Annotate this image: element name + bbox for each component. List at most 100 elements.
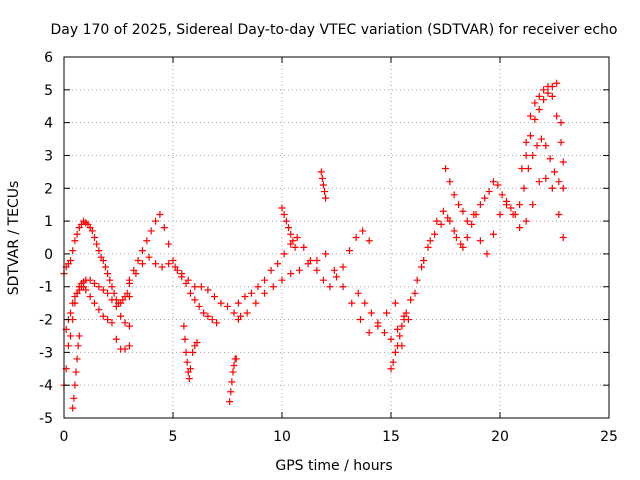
series-track-h bbox=[226, 355, 240, 406]
data-point bbox=[535, 92, 543, 100]
y-tick-label: -1 bbox=[39, 280, 53, 296]
x-tick-label: 0 bbox=[60, 429, 69, 445]
y-tick-label: 1 bbox=[44, 214, 53, 230]
series-track-r bbox=[522, 89, 565, 159]
data-point bbox=[531, 99, 539, 107]
data-point bbox=[91, 279, 99, 287]
data-point bbox=[186, 365, 194, 373]
data-point bbox=[433, 217, 441, 225]
data-point bbox=[398, 322, 406, 330]
data-point bbox=[516, 201, 524, 209]
data-point bbox=[544, 89, 552, 97]
plot-frame bbox=[63, 56, 610, 419]
data-point bbox=[346, 247, 354, 255]
data-point bbox=[267, 266, 275, 274]
data-point bbox=[489, 178, 497, 186]
data-point bbox=[322, 194, 330, 202]
data-point bbox=[99, 256, 107, 264]
series-track-i bbox=[234, 227, 373, 307]
data-point bbox=[200, 309, 208, 317]
data-point bbox=[226, 398, 234, 406]
data-point bbox=[287, 270, 295, 278]
data-point bbox=[468, 220, 476, 228]
data-point bbox=[243, 309, 251, 317]
data-point bbox=[73, 355, 81, 363]
data-point bbox=[522, 138, 530, 146]
data-point bbox=[463, 234, 471, 241]
data-point bbox=[193, 339, 201, 347]
data-point bbox=[485, 188, 493, 196]
data-point bbox=[394, 325, 402, 333]
y-tick-label: -3 bbox=[39, 345, 53, 361]
data-point bbox=[496, 211, 504, 219]
data-point bbox=[391, 348, 399, 356]
data-point bbox=[339, 263, 347, 271]
x-tick-label: 25 bbox=[600, 429, 618, 445]
data-point bbox=[442, 165, 449, 173]
data-point bbox=[234, 316, 242, 324]
y-tick-label: -2 bbox=[39, 313, 53, 329]
data-point bbox=[108, 283, 116, 291]
data-point bbox=[147, 227, 155, 235]
data-point bbox=[101, 263, 109, 271]
data-point bbox=[88, 227, 96, 235]
data-point bbox=[241, 293, 249, 301]
data-point bbox=[542, 142, 550, 150]
data-point bbox=[437, 220, 445, 228]
data-point bbox=[557, 119, 565, 127]
data-point bbox=[152, 217, 160, 225]
data-point bbox=[293, 234, 301, 241]
data-point bbox=[339, 283, 347, 291]
data-point bbox=[387, 335, 395, 343]
series-track-c bbox=[62, 283, 133, 353]
data-point bbox=[520, 184, 528, 192]
data-point bbox=[227, 388, 235, 396]
data-point bbox=[481, 194, 489, 202]
data-point bbox=[317, 168, 325, 176]
data-point bbox=[69, 247, 77, 255]
data-point bbox=[511, 211, 519, 219]
data-point bbox=[522, 151, 530, 159]
data-point bbox=[213, 319, 221, 327]
data-point bbox=[191, 283, 199, 291]
data-point bbox=[121, 319, 129, 327]
data-point bbox=[143, 237, 151, 245]
data-point bbox=[132, 270, 140, 278]
data-point bbox=[125, 322, 133, 330]
data-point bbox=[289, 237, 297, 245]
data-point bbox=[110, 289, 118, 297]
data-point bbox=[228, 378, 236, 386]
data-point bbox=[171, 263, 179, 271]
data-point bbox=[204, 286, 212, 294]
data-point bbox=[99, 312, 107, 320]
data-point bbox=[254, 283, 262, 291]
data-point bbox=[546, 155, 554, 163]
data-point bbox=[321, 188, 329, 196]
data-point bbox=[280, 211, 288, 219]
data-point bbox=[559, 184, 567, 192]
data-point bbox=[86, 293, 94, 301]
data-point bbox=[522, 217, 530, 225]
data-point bbox=[197, 283, 205, 291]
data-point bbox=[181, 335, 189, 343]
data-point bbox=[165, 260, 173, 268]
chart-title: Day 170 of 2025, Sidereal Day-to-day VTE… bbox=[51, 22, 618, 38]
data-point bbox=[548, 83, 556, 91]
data-point bbox=[557, 138, 565, 146]
data-point bbox=[476, 237, 484, 245]
data-point bbox=[300, 243, 308, 251]
data-point bbox=[104, 316, 112, 324]
data-point bbox=[531, 115, 539, 123]
data-point bbox=[418, 263, 426, 271]
data-point bbox=[152, 260, 160, 268]
data-point bbox=[407, 296, 415, 304]
y-tick-label: 3 bbox=[44, 148, 53, 164]
data-point bbox=[333, 273, 340, 281]
data-point bbox=[426, 237, 434, 245]
series-track-m bbox=[354, 207, 467, 343]
gridlines bbox=[64, 57, 609, 418]
data-point bbox=[313, 266, 321, 274]
series-track-f bbox=[125, 253, 245, 320]
data-point bbox=[112, 335, 120, 343]
data-markers bbox=[60, 79, 567, 412]
